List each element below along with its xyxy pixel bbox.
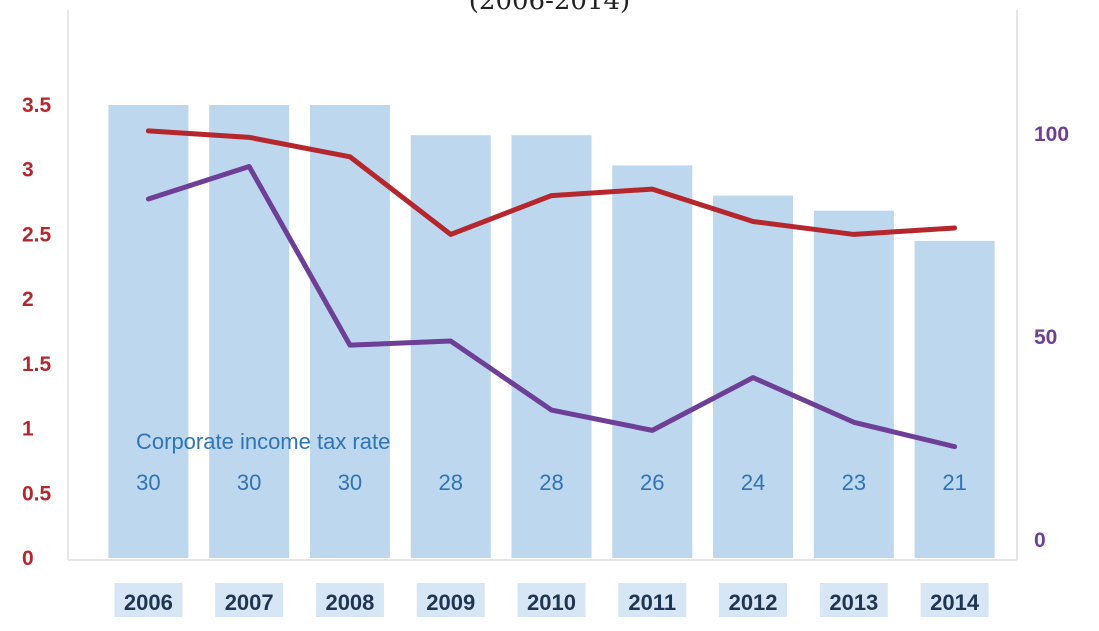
category-label-bg (618, 583, 687, 617)
bar (309, 105, 390, 558)
left-tick-label: 1 (22, 418, 34, 441)
category-label: 2009 (426, 590, 475, 615)
bar (410, 135, 491, 558)
bar (209, 105, 290, 558)
bar (914, 240, 995, 558)
axis-lines (67, 10, 1018, 561)
category-label: 2013 (829, 590, 878, 615)
chart-title: (2006-2014) (468, 0, 631, 16)
bar-data-label: 30 (136, 470, 160, 495)
category-label-bg (819, 583, 888, 617)
lines-group (145, 128, 958, 450)
category-label-bg (719, 583, 788, 617)
right-axis-ticks: 0 50 100 (1034, 123, 1069, 552)
bar-data-label: 30 (237, 470, 261, 495)
bars-group (108, 105, 995, 558)
category-label: 2014 (930, 590, 980, 615)
left-tick-label: 3.5 (22, 94, 52, 117)
left-tick-label: 2 (22, 288, 34, 311)
bar-data-label: 23 (842, 470, 866, 495)
category-label-bg (215, 583, 284, 617)
bar-data-label: 28 (438, 470, 462, 495)
category-labels: 2006 2007 2008 2009 2010 2011 2012 2013 2014 (114, 583, 989, 617)
bar-data-label: 30 (338, 470, 362, 495)
purple-series-line (145, 163, 958, 450)
left-tick-label: 0.5 (22, 482, 52, 505)
bar-data-label: 24 (741, 470, 765, 495)
annotation-label: Corporate income tax rate (136, 429, 390, 454)
category-label: 2007 (225, 590, 274, 615)
category-label: 2006 (124, 590, 173, 615)
category-label: 2008 (325, 590, 374, 615)
category-label-bg (315, 583, 384, 617)
left-tick-label: 2.5 (22, 223, 52, 246)
category-label: 2011 (628, 590, 676, 615)
category-label-bg (114, 583, 183, 617)
left-tick-label: 3 (22, 159, 34, 182)
category-label-bg (920, 583, 989, 617)
left-axis-ticks: 0 0.5 1 1.5 2 2.5 3 3.5 (22, 94, 52, 570)
right-tick-label: 50 (1034, 326, 1057, 349)
category-label-bg (416, 583, 485, 617)
category-label: 2010 (527, 590, 576, 615)
bar-data-label: 26 (640, 470, 664, 495)
category-label-bg (517, 583, 586, 617)
bar-labels-group: 30 30 30 28 28 26 24 23 21 (136, 470, 967, 495)
bar-data-label: 28 (539, 470, 563, 495)
bar (612, 165, 693, 558)
bar (813, 210, 894, 558)
bar-data-label: 21 (942, 470, 966, 495)
left-tick-label: 1.5 (22, 353, 52, 376)
category-label: 2012 (729, 590, 778, 615)
bar (108, 105, 189, 558)
right-tick-label: 0 (1034, 529, 1046, 552)
red-series-line (145, 128, 958, 237)
left-tick-label: 0 (22, 547, 34, 570)
right-tick-label: 100 (1034, 123, 1069, 146)
